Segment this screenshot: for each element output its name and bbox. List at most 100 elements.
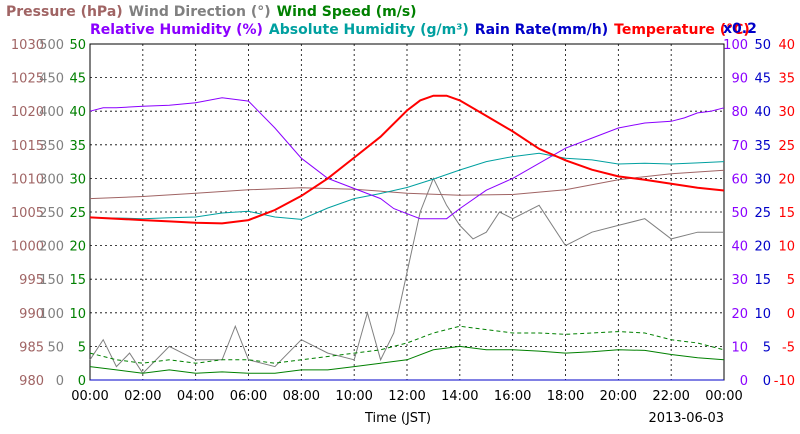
y-tick-temperature: 35 xyxy=(778,72,795,87)
series-absolute-humidity-g-m xyxy=(89,152,725,220)
y-axes: 1030102510201015101010051000995990985980… xyxy=(11,38,795,389)
y-tick-rain-rate: 5 xyxy=(763,340,771,355)
y-tick-wind-speed: 10 xyxy=(69,307,86,322)
title-item: Rain Rate(mm/h) xyxy=(475,22,608,38)
y-tick-humidity: 20 xyxy=(731,307,748,322)
y-tick-humidity: 100 xyxy=(723,38,748,53)
y-tick-temperature: 30 xyxy=(778,105,795,120)
series-wind-direction xyxy=(89,177,724,375)
x-tick-label: 00:00 xyxy=(71,389,108,404)
x-tick-label: 00:00 xyxy=(705,389,742,404)
title-item: Relative Humidity (%) xyxy=(90,22,263,38)
x-axis: 00:00 02:00 04:00 06:00 08:00 10:00 12:00 14:00… xyxy=(71,389,742,404)
y-tick-humidity: 0 xyxy=(740,374,748,389)
y-tick-wind-speed: 45 xyxy=(69,72,86,87)
series-pressure-hpa xyxy=(89,169,725,200)
y-tick-temperature: 40 xyxy=(778,38,795,53)
title-item: Temperature (°C) xyxy=(614,22,750,38)
y-tick-wind-direction: 0 xyxy=(56,374,64,389)
y-tick-wind-speed: 0 xyxy=(78,374,86,389)
y-tick-rain-rate: 15 xyxy=(754,273,771,288)
y-tick-wind-direction: 250 xyxy=(39,206,64,221)
y-tick-wind-speed: 20 xyxy=(69,240,86,255)
y-tick-pressure: 990 xyxy=(19,307,44,322)
y-tick-wind-direction: 400 xyxy=(39,105,64,120)
y-tick-wind-speed: 25 xyxy=(69,206,86,221)
y-tick-pressure: 995 xyxy=(19,273,44,288)
y-tick-pressure: 1020 xyxy=(11,105,44,120)
y-tick-rain-rate: 30 xyxy=(754,172,771,187)
x-tick-label: 12:00 xyxy=(388,389,425,404)
y-tick-humidity: 10 xyxy=(731,340,748,355)
y-tick-wind-direction: 300 xyxy=(39,172,64,187)
y-tick-humidity: 30 xyxy=(731,273,748,288)
x-tick-label: 04:00 xyxy=(177,389,214,404)
y-tick-humidity: 80 xyxy=(731,105,748,120)
y-tick-pressure: 1025 xyxy=(11,72,44,87)
series-wind-speed-gust-m-s xyxy=(89,325,725,364)
y-tick-humidity: 60 xyxy=(731,172,748,187)
y-tick-pressure: 1015 xyxy=(11,139,44,154)
x-axis-label: Time (JST) xyxy=(364,411,431,426)
y-tick-wind-direction: 200 xyxy=(39,240,64,255)
y-tick-pressure: 1010 xyxy=(11,172,44,187)
y-tick-temperature: 20 xyxy=(778,172,795,187)
series-wind-speed-m-s xyxy=(89,345,725,374)
y-tick-humidity: 90 xyxy=(731,72,748,87)
y-tick-wind-direction: 450 xyxy=(39,72,64,87)
title-item: Wind Direction (°) xyxy=(129,4,271,20)
y-tick-rain-rate: 25 xyxy=(754,206,771,221)
y-tick-wind-direction: 150 xyxy=(39,273,64,288)
y-tick-wind-speed: 15 xyxy=(69,273,86,288)
y-tick-wind-speed: 30 xyxy=(69,172,86,187)
rain-scale-note: x0.2 xyxy=(723,21,757,37)
x-tick-label: 08:00 xyxy=(283,389,320,404)
title-row-2: Relative Humidity (%) Absolute Humidity (… xyxy=(90,22,750,38)
title-item: Absolute Humidity (g/m³) xyxy=(269,22,469,38)
y-tick-rain-rate: 0 xyxy=(763,374,771,389)
y-tick-rain-rate: 40 xyxy=(754,105,771,120)
title-item: Pressure (hPa) xyxy=(6,4,123,20)
y-tick-wind-speed: 40 xyxy=(69,105,86,120)
y-tick-rain-rate: 20 xyxy=(754,240,771,255)
x-tick-label: 14:00 xyxy=(441,389,478,404)
y-tick-wind-speed: 50 xyxy=(69,38,86,53)
y-tick-pressure: 980 xyxy=(19,374,44,389)
y-tick-humidity: 70 xyxy=(731,139,748,154)
y-tick-temperature: 10 xyxy=(778,240,795,255)
y-tick-humidity: 40 xyxy=(731,240,748,255)
x-tick-label: 10:00 xyxy=(335,389,372,404)
y-tick-pressure: 985 xyxy=(19,340,44,355)
y-tick-rain-rate: 45 xyxy=(754,72,771,87)
y-tick-pressure: 1005 xyxy=(11,206,44,221)
series-temperature-c xyxy=(89,94,725,225)
x-tick-label: 16:00 xyxy=(494,389,531,404)
y-tick-humidity: 50 xyxy=(731,206,748,221)
y-tick-temperature: 0 xyxy=(787,307,795,322)
y-tick-wind-speed: 35 xyxy=(69,139,86,154)
title-row-1: Pressure (hPa) Wind Direction (°) Wind Spe… xyxy=(6,4,417,20)
y-tick-rain-rate: 10 xyxy=(754,307,771,322)
series-layer xyxy=(89,94,725,381)
y-tick-temperature: -10 xyxy=(774,374,795,389)
y-tick-wind-direction: 500 xyxy=(39,38,64,53)
y-tick-pressure: 1030 xyxy=(11,38,44,53)
y-tick-rain-rate: 35 xyxy=(754,139,771,154)
y-tick-wind-speed: 5 xyxy=(78,340,86,355)
x-tick-label: 22:00 xyxy=(652,389,689,404)
y-tick-rain-rate: 50 xyxy=(754,38,771,53)
y-tick-temperature: 25 xyxy=(778,139,795,154)
x-tick-label: 06:00 xyxy=(230,389,267,404)
y-tick-pressure: 1000 xyxy=(11,240,44,255)
y-tick-wind-direction: 50 xyxy=(47,340,64,355)
y-tick-wind-direction: 350 xyxy=(39,139,64,154)
plot-grid xyxy=(90,44,724,380)
y-tick-wind-direction: 100 xyxy=(39,307,64,322)
x-tick-label: 20:00 xyxy=(600,389,637,404)
date-label: 2013-06-03 xyxy=(648,411,724,426)
x-tick-label: 18:00 xyxy=(547,389,584,404)
y-tick-temperature: 15 xyxy=(778,206,795,221)
y-tick-temperature: -5 xyxy=(782,340,795,355)
x-tick-label: 02:00 xyxy=(124,389,161,404)
